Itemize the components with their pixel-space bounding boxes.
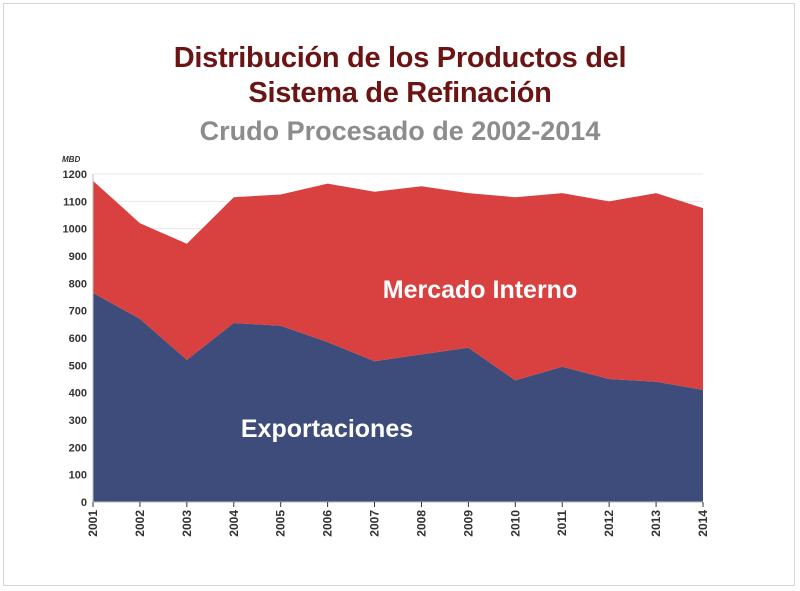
chart-frame (3, 3, 795, 586)
chart-subtitle: Crudo Procesado de 2002-2014 (199, 116, 601, 146)
y-tick-label: 1000 (63, 224, 87, 236)
x-tick-label: 2004 (227, 510, 241, 537)
y-tick-label: 100 (69, 470, 87, 482)
series-label-mercado-interno: Mercado Interno (383, 276, 577, 304)
y-tick-label: 800 (69, 278, 87, 290)
series-label-exportaciones: Exportaciones (241, 415, 413, 443)
y-axis-unit-label: MBD (62, 155, 80, 164)
area-mercado-interno (93, 180, 703, 390)
y-tick-label: 1100 (63, 196, 87, 208)
x-tick-label: 2002 (133, 510, 147, 537)
y-tick-label: 900 (69, 251, 87, 263)
y-tick-label: 1200 (63, 169, 87, 181)
x-tick-label: 2012 (602, 510, 616, 537)
x-tick-label: 2011 (555, 510, 569, 536)
y-tick-label: 300 (69, 415, 87, 427)
x-tick-label: 2014 (696, 510, 710, 537)
chart-title-line-2: Sistema de Refinación (248, 77, 552, 109)
x-tick-label: 2001 (86, 510, 100, 537)
x-tick-label: 2009 (461, 510, 475, 537)
y-tick-label: 200 (69, 442, 87, 454)
x-tick-label: 2013 (649, 510, 663, 537)
x-tick-label: 2010 (508, 510, 522, 537)
x-tick-label: 2007 (368, 510, 382, 537)
x-tick-label: 2008 (414, 510, 428, 537)
x-tick-label: 2005 (274, 510, 288, 537)
y-tick-label: 600 (69, 333, 87, 345)
y-tick-label: 400 (69, 388, 87, 400)
chart-title-line-1: Distribución de los Productos del (173, 42, 627, 74)
x-tick-label: 2006 (321, 510, 335, 537)
area-exportaciones (93, 292, 703, 502)
x-tick-label: 2003 (180, 510, 194, 537)
y-tick-label: 0 (81, 497, 87, 509)
y-tick-label: 500 (69, 360, 87, 372)
y-tick-label: 700 (69, 306, 87, 318)
